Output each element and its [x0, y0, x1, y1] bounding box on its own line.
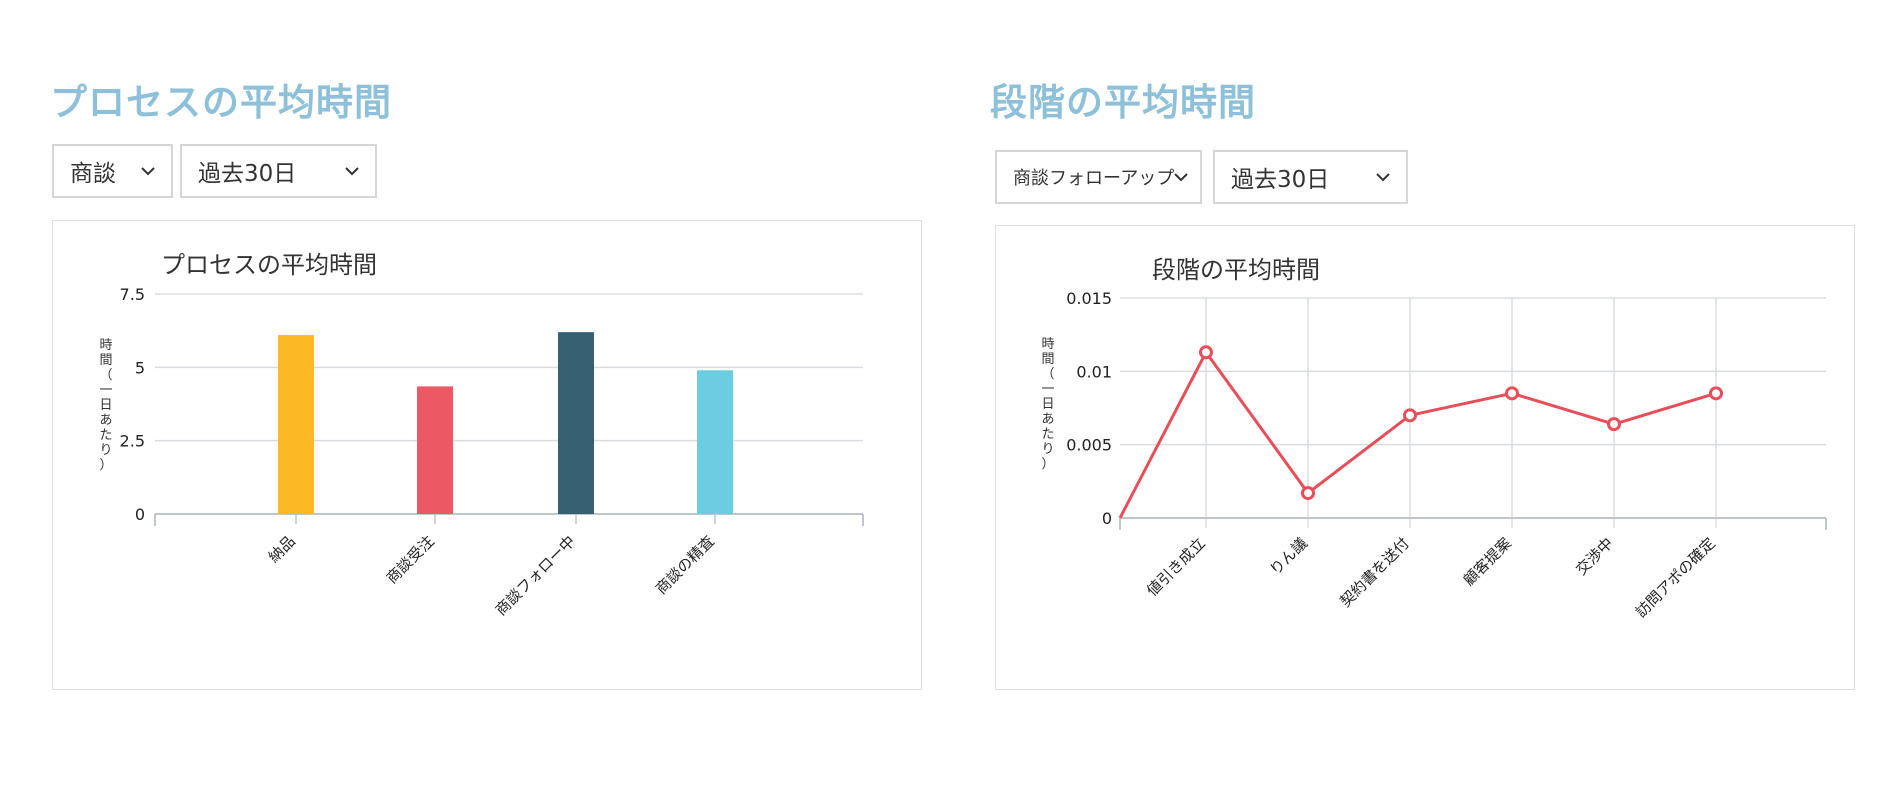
bar[interactable] — [558, 332, 594, 514]
y-axis-label-char: 間 — [99, 353, 112, 368]
x-tick-label: 納品 — [265, 532, 299, 566]
x-tick-label: 商談の精査 — [652, 532, 718, 598]
data-point[interactable] — [1403, 408, 1417, 423]
y-axis-label-char: り — [99, 443, 112, 458]
y-axis-label-char: 一 — [99, 383, 112, 398]
data-point[interactable] — [1505, 386, 1519, 401]
series-line — [1118, 350, 1717, 519]
period-dropdown-right[interactable]: 過去30日 — [1213, 150, 1408, 204]
y-axis-label-char: ） — [99, 458, 112, 473]
y-axis-label-char: 時 — [1041, 337, 1054, 352]
y-tick-label: 2.5 — [120, 432, 145, 451]
y-tick-label: 7.5 — [120, 285, 145, 304]
period-value-left: 過去30日 — [198, 161, 297, 187]
y-axis-label-char: 一 — [1041, 382, 1054, 397]
data-point[interactable] — [1301, 486, 1315, 501]
x-tick-label: 契約書を送付 — [1336, 534, 1412, 610]
stage-type-dropdown[interactable]: 商談フォローアップ — [995, 150, 1202, 204]
y-tick-label: 0 — [135, 505, 145, 524]
y-tick-label: 0.01 — [1076, 362, 1112, 381]
data-point[interactable] — [1709, 386, 1723, 401]
y-axis-label-char: た — [1041, 427, 1054, 442]
x-tick-label: りん議 — [1266, 534, 1311, 579]
chevron-down-icon — [1372, 166, 1394, 188]
period-value-right: 過去30日 — [1231, 167, 1330, 193]
y-tick-label: 0 — [1102, 509, 1112, 528]
chart-title: 段階の平均時間 — [1152, 256, 1320, 284]
bar[interactable] — [417, 386, 453, 514]
y-axis-label-char: あ — [1041, 412, 1054, 427]
record-type-dropdown[interactable]: 商談 — [52, 144, 173, 198]
x-tick-label: 交渉中 — [1572, 534, 1617, 579]
y-axis-label-char: 間 — [1041, 352, 1054, 367]
x-tick-label: 商談受注 — [383, 532, 438, 587]
bar[interactable] — [278, 335, 314, 514]
x-tick-label: 値引き成立 — [1143, 534, 1209, 600]
y-axis-label-char: あ — [99, 413, 112, 428]
x-tick-label: 商談フォロー中 — [492, 532, 579, 619]
data-point[interactable] — [1199, 345, 1213, 360]
stage-type-value: 商談フォローアップ — [1013, 168, 1175, 189]
chart-title: プロセスの平均時間 — [161, 251, 377, 279]
period-dropdown-left[interactable]: 過去30日 — [180, 144, 377, 198]
data-point[interactable] — [1607, 417, 1621, 432]
y-axis-label-char: た — [99, 428, 112, 443]
y-axis-label-char: （ — [1041, 367, 1054, 382]
process-average-title: プロセスの平均時間 — [50, 81, 392, 124]
process-chart-card: プロセスの平均時間 時間（一日あたり） 0 2.5 5 7.5 納品 商談受注 商談フォロ… — [52, 220, 922, 690]
y-tick-label: 5 — [135, 358, 145, 377]
y-axis-label-char: り — [1041, 442, 1054, 457]
x-tick-label: 訪問アポの確定 — [1632, 534, 1719, 621]
y-axis-label-char: ） — [1041, 457, 1054, 472]
chevron-down-icon — [341, 160, 363, 182]
chevron-down-icon — [1174, 166, 1188, 188]
y-axis-label-char: 日 — [99, 398, 112, 413]
bar[interactable] — [697, 370, 733, 514]
stage-average-title: 段階の平均時間 — [990, 81, 1256, 124]
y-axis-label-char: 時 — [99, 338, 112, 353]
y-axis-label-char: 日 — [1041, 397, 1054, 412]
record-type-value: 商談 — [70, 161, 116, 187]
chevron-down-icon — [137, 160, 159, 182]
y-axis-label-char: （ — [99, 368, 112, 383]
x-tick-label: 顧客提案 — [1460, 534, 1515, 589]
stage-chart-card: 段階の平均時間 時間（一日あたり） 0 0.005 0.01 0.015 値引き成立 り… — [995, 225, 1855, 690]
y-tick-label: 0.005 — [1066, 436, 1112, 455]
y-tick-label: 0.015 — [1066, 289, 1112, 308]
